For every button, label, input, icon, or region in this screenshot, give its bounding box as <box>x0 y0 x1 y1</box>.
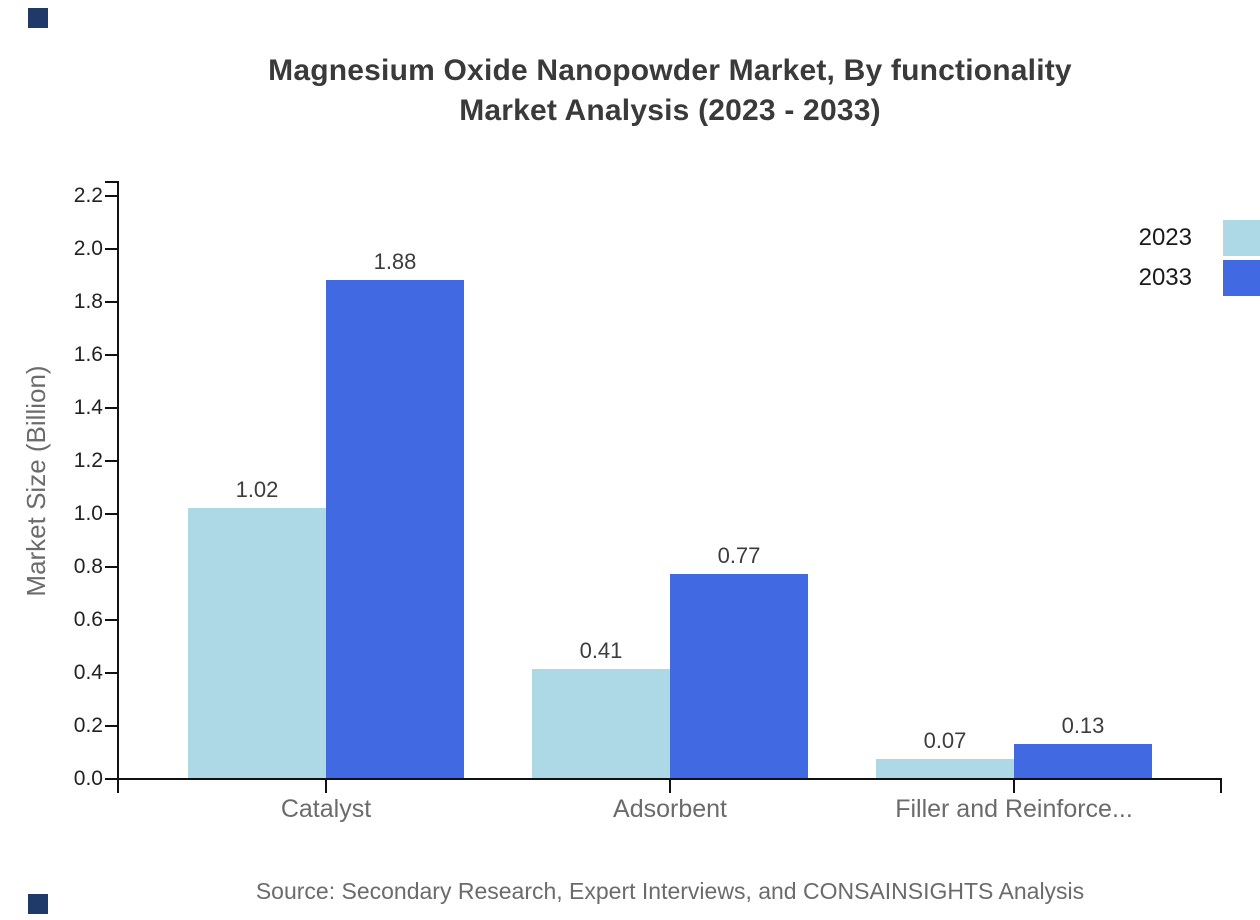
bar-2023-catalyst[interactable] <box>188 508 326 778</box>
y-tick-mark <box>105 513 117 515</box>
legend-swatch-2023[interactable] <box>1223 220 1260 256</box>
y-tick-label: 2.0 <box>73 237 103 260</box>
bar-value-label: 0.07 <box>923 728 967 753</box>
bar-2023-adsorbent[interactable] <box>532 669 670 778</box>
y-axis-top-cap <box>105 181 117 183</box>
y-tick-mark <box>105 248 117 250</box>
y-tick-mark <box>105 566 117 568</box>
y-tick-mark <box>105 619 117 621</box>
x-tick-mark <box>325 780 327 793</box>
bar-2033-catalyst[interactable] <box>326 280 464 778</box>
bar-value-label: 1.88 <box>373 249 417 274</box>
source-attribution: Source: Secondary Research, Expert Inter… <box>255 878 1085 904</box>
bar-value-label: 0.41 <box>579 638 623 663</box>
y-tick-label: 1.6 <box>73 343 103 366</box>
brand-corner-bottom-icon <box>28 894 48 914</box>
x-axis-end-cap <box>1220 780 1222 793</box>
y-tick-label: 1.8 <box>73 290 103 313</box>
chart-title-line2: Market Analysis (2023 - 2033) <box>459 94 881 127</box>
y-tick-mark <box>105 195 117 197</box>
y-tick-label: 0.6 <box>73 608 103 631</box>
y-tick-mark <box>105 672 117 674</box>
y-tick-mark <box>105 354 117 356</box>
category-label: Filler and Reinforce... <box>895 795 1133 823</box>
x-tick-mark <box>1013 780 1015 793</box>
y-tick-label: 0.8 <box>73 555 103 578</box>
y-tick-label: 1.4 <box>73 396 103 419</box>
y-axis-title: Market Size (Billion) <box>21 365 51 597</box>
y-tick-label: 2.2 <box>73 184 103 207</box>
y-axis-line <box>117 181 119 793</box>
y-tick-label: 0.4 <box>73 661 103 684</box>
chart-title: Magnesium Oxide Nanopowder Market, By fu… <box>80 51 1260 131</box>
y-tick-mark <box>105 725 117 727</box>
bar-value-label: 0.77 <box>717 543 761 568</box>
category-label: Catalyst <box>280 795 372 823</box>
x-tick-mark <box>669 780 671 793</box>
y-tick-label: 0.0 <box>73 767 103 790</box>
category-label: Adsorbent <box>613 795 727 823</box>
bar-value-label: 0.13 <box>1061 713 1105 738</box>
bar-2033-filler-and-reinforce[interactable] <box>1014 744 1152 778</box>
legend-swatch-2033[interactable] <box>1223 260 1260 296</box>
x-axis-line <box>117 778 1222 780</box>
brand-corner-top-icon <box>28 8 48 28</box>
y-tick-label: 1.2 <box>73 449 103 472</box>
chart-title-line1: Magnesium Oxide Nanopowder Market, By fu… <box>268 54 1072 87</box>
bar-2023-filler-and-reinforce[interactable] <box>876 759 1014 778</box>
y-tick-mark <box>105 778 117 780</box>
legend-label-2033[interactable]: 2033 <box>1138 264 1192 291</box>
y-tick-label: 0.2 <box>73 714 103 737</box>
bar-2033-adsorbent[interactable] <box>670 574 808 778</box>
bar-value-label: 1.02 <box>235 477 279 502</box>
legend-label-2023[interactable]: 2023 <box>1138 224 1192 251</box>
y-tick-label: 1.0 <box>73 502 103 525</box>
y-tick-mark <box>105 460 117 462</box>
y-tick-mark <box>105 407 117 409</box>
y-tick-mark <box>105 301 117 303</box>
